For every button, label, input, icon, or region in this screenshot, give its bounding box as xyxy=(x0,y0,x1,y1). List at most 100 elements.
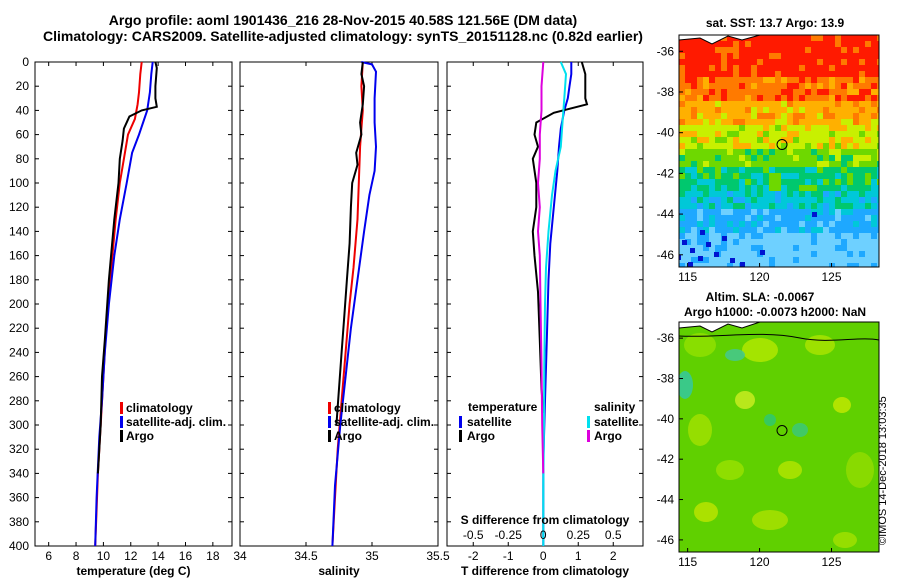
sst-cell xyxy=(763,101,770,108)
x-tick-label: 16 xyxy=(179,549,193,563)
sst-cell xyxy=(787,257,794,264)
sst-cell xyxy=(739,59,746,66)
sst-cell xyxy=(745,71,752,78)
sst-cell xyxy=(817,161,824,168)
sst-cell xyxy=(799,239,806,246)
sst-cell xyxy=(871,233,878,240)
sst-cell xyxy=(805,101,812,108)
sst-cell xyxy=(793,53,800,60)
sst-cell xyxy=(817,107,824,114)
sst-cell xyxy=(691,191,698,198)
sst-cell xyxy=(751,155,758,162)
sst-cell xyxy=(691,227,698,234)
sst-cell xyxy=(823,83,830,90)
sst-cell xyxy=(697,197,704,204)
sst-cell xyxy=(745,131,752,138)
sst-cell xyxy=(859,167,866,174)
x-tick-label: 2 xyxy=(610,549,617,563)
sst-cell xyxy=(757,41,764,48)
sst-cell xyxy=(685,233,692,240)
sst-cell xyxy=(733,245,740,252)
sst-cell xyxy=(871,137,878,144)
sst-cell xyxy=(877,209,879,216)
sst-cell xyxy=(733,53,740,60)
sst-cell xyxy=(835,185,842,192)
sst-cell xyxy=(685,215,692,222)
sst-cell xyxy=(823,197,830,204)
sst-cell xyxy=(799,197,806,204)
sst-cell xyxy=(841,143,848,150)
sst-cell xyxy=(877,257,879,264)
series-line-satellite xyxy=(331,61,378,547)
sst-cell xyxy=(865,95,872,102)
sst-cell xyxy=(877,131,879,138)
sst-cell xyxy=(769,215,776,222)
sst-cell xyxy=(799,257,806,264)
y-tick-label: -42 xyxy=(657,452,675,466)
sst-cell xyxy=(853,47,860,54)
sst-cell xyxy=(751,257,758,264)
sla-anomaly-patch xyxy=(684,333,716,357)
sst-cell xyxy=(751,71,758,78)
sst-cell xyxy=(679,221,686,228)
sst-cell xyxy=(703,203,710,210)
sst-cell xyxy=(799,119,806,126)
sst-cell xyxy=(865,257,872,264)
sst-cell xyxy=(859,137,866,144)
sst-cell xyxy=(685,41,692,48)
sst-cell xyxy=(787,155,794,162)
y-tick-label: 100 xyxy=(9,176,29,190)
sst-cell xyxy=(811,119,818,126)
sst-map-frame xyxy=(678,34,880,268)
sst-cell xyxy=(775,35,782,42)
sst-cell xyxy=(865,227,872,234)
sst-cell xyxy=(769,191,776,198)
sst-cell xyxy=(697,239,704,246)
sst-cell xyxy=(775,143,782,150)
sst-cell xyxy=(745,191,752,198)
sst-cell xyxy=(829,125,836,132)
sst-cell xyxy=(859,251,866,258)
sst-cell xyxy=(787,83,794,90)
sst-cell xyxy=(841,101,848,108)
sst-cell xyxy=(835,53,842,60)
sst-cell xyxy=(853,215,860,222)
sst-cell xyxy=(859,155,866,162)
sst-cell xyxy=(793,83,800,90)
sst-cell xyxy=(829,197,836,204)
sst-cell xyxy=(865,107,872,114)
sst-cell xyxy=(817,245,824,252)
sst-cell xyxy=(727,161,734,168)
sst-cell xyxy=(727,191,734,198)
sst-cell xyxy=(829,263,836,267)
sst-cell xyxy=(787,77,794,84)
x-tick-label: 8 xyxy=(73,549,80,563)
sst-cell xyxy=(835,65,842,72)
sst-cell xyxy=(745,83,752,90)
sst-cell xyxy=(763,65,770,72)
sst-cell xyxy=(757,35,764,42)
sst-cell xyxy=(847,161,854,168)
sst-cell xyxy=(698,256,703,261)
sst-cell xyxy=(841,233,848,240)
sst-cell xyxy=(751,263,758,267)
sst-cell xyxy=(781,215,788,222)
sst-cell xyxy=(805,197,812,204)
sst-cell xyxy=(811,185,818,192)
x-tick-label: 0 xyxy=(540,549,547,563)
sst-cell xyxy=(739,251,746,258)
sst-cell xyxy=(769,179,776,186)
sst-cell xyxy=(691,65,698,72)
sst-cell xyxy=(835,197,842,204)
sst-cell xyxy=(721,197,728,204)
sst-cell xyxy=(769,149,776,156)
sst-cell xyxy=(703,143,710,150)
sst-cell xyxy=(721,47,728,54)
sst-cell xyxy=(691,221,698,228)
sst-cell xyxy=(685,107,692,114)
sst-cell xyxy=(745,185,752,192)
y-tick-label: -36 xyxy=(657,331,675,345)
sst-cell xyxy=(799,161,806,168)
sst-cell xyxy=(679,119,686,126)
sst-cell xyxy=(691,167,698,174)
